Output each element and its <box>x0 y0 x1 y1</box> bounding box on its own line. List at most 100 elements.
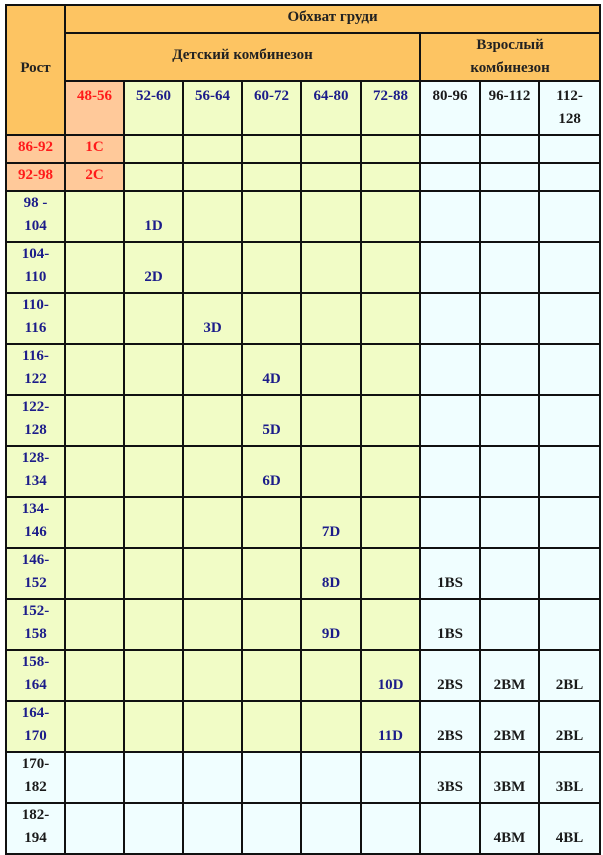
size-cell: 8D <box>300 547 362 600</box>
size-cell: 1C <box>64 134 125 164</box>
height-label: 128-134 <box>21 450 50 489</box>
size-header-112-128: 112-128 <box>537 80 602 136</box>
size-cell <box>123 649 184 702</box>
size-cell <box>479 496 540 549</box>
size-cell: 7D <box>300 496 362 549</box>
table-row: 98 - 104 1D <box>5 190 602 243</box>
size-cell <box>537 496 602 549</box>
size-cell <box>64 802 125 855</box>
size-cell <box>300 802 362 855</box>
size-cell <box>241 292 302 345</box>
size-cell <box>241 190 302 243</box>
height-label-cell: 86-92 <box>5 134 66 164</box>
size-cell <box>419 190 481 243</box>
size-cell <box>419 445 481 498</box>
size-cell: 1BS <box>419 598 481 651</box>
table-row: 128-134 6D <box>5 445 602 498</box>
size-cell <box>537 445 602 498</box>
size-header-52-60: 52-60 <box>123 80 184 136</box>
size-cell <box>182 343 243 396</box>
size-label: 60-72 <box>254 88 289 104</box>
size-cell <box>64 496 125 549</box>
size-cell <box>123 802 184 855</box>
size-cell <box>479 394 540 447</box>
size-cell: 2BL <box>537 700 602 753</box>
size-cell: 2BM <box>479 700 540 753</box>
size-cell <box>360 241 421 294</box>
size-chart-table: Рост Обхват груди Детский комбинезон Взр… <box>5 4 602 855</box>
size-cell <box>182 394 243 447</box>
height-label: 158-164 <box>21 654 50 693</box>
height-label-cell: 158-164 <box>5 649 66 702</box>
size-cell <box>419 134 481 164</box>
size-cell: 10D <box>360 649 421 702</box>
height-label: 146-152 <box>21 552 50 591</box>
size-cell <box>64 598 125 651</box>
size-cell: 2BS <box>419 700 481 753</box>
size-cell <box>479 162 540 192</box>
size-cell <box>300 162 362 192</box>
size-cell <box>300 241 362 294</box>
size-cell <box>182 241 243 294</box>
size-cell <box>360 751 421 804</box>
size-cell <box>479 343 540 396</box>
size-cell: 1D <box>123 190 184 243</box>
size-cell <box>419 162 481 192</box>
size-cell <box>419 343 481 396</box>
size-cell: 2D <box>123 241 184 294</box>
height-label: 134-146 <box>21 501 50 540</box>
table-row: 92-98 2C <box>5 162 602 192</box>
size-cell <box>241 598 302 651</box>
size-cell <box>360 134 421 164</box>
size-cell <box>241 547 302 600</box>
size-cell <box>64 343 125 396</box>
size-cell <box>241 649 302 702</box>
size-cell <box>300 134 362 164</box>
table-row: 110-116 3D <box>5 292 602 345</box>
size-cell <box>479 445 540 498</box>
size-cell <box>182 190 243 243</box>
size-cell <box>419 802 481 855</box>
size-cell <box>300 649 362 702</box>
size-cell <box>537 343 602 396</box>
size-cell <box>360 394 421 447</box>
height-label: 116-122 <box>22 348 49 387</box>
size-cell: 4BM <box>479 802 540 855</box>
size-cell <box>537 394 602 447</box>
size-cell: 9D <box>300 598 362 651</box>
size-cell <box>419 292 481 345</box>
size-cell <box>241 751 302 804</box>
height-label: 170-182 <box>21 756 50 795</box>
size-cell <box>64 292 125 345</box>
size-cell <box>419 496 481 549</box>
table-row: 170-182 3BS 3BM 3BL <box>5 751 602 804</box>
size-cell: 5D <box>241 394 302 447</box>
size-cell: 1BS <box>419 547 481 600</box>
size-cell <box>419 394 481 447</box>
height-column-header: Рост <box>5 4 66 136</box>
size-cell: 3BL <box>537 751 602 804</box>
size-cell <box>300 292 362 345</box>
size-cell <box>300 190 362 243</box>
size-cell <box>182 162 243 192</box>
table-row: 134-146 7D <box>5 496 602 549</box>
size-cell <box>300 343 362 396</box>
size-cell <box>360 292 421 345</box>
height-label-cell: 92-98 <box>5 162 66 192</box>
height-label-cell: 98 - 104 <box>5 190 66 243</box>
height-label: 152-158 <box>21 603 50 642</box>
table-row: 146-152 8D 1BS <box>5 547 602 600</box>
size-cell <box>360 496 421 549</box>
size-cell: 2C <box>64 162 125 192</box>
size-cell <box>123 134 184 164</box>
chest-header: Обхват груди <box>63 4 602 34</box>
table-row: 116-122 4D <box>5 343 602 396</box>
size-cell <box>300 700 362 753</box>
size-cell <box>123 292 184 345</box>
size-cell <box>182 134 243 164</box>
size-cell <box>241 802 302 855</box>
table-row: 86-92 1C <box>5 134 602 164</box>
height-label-cell: 134-146 <box>5 496 66 549</box>
size-cell <box>123 751 184 804</box>
size-cell <box>64 190 125 243</box>
